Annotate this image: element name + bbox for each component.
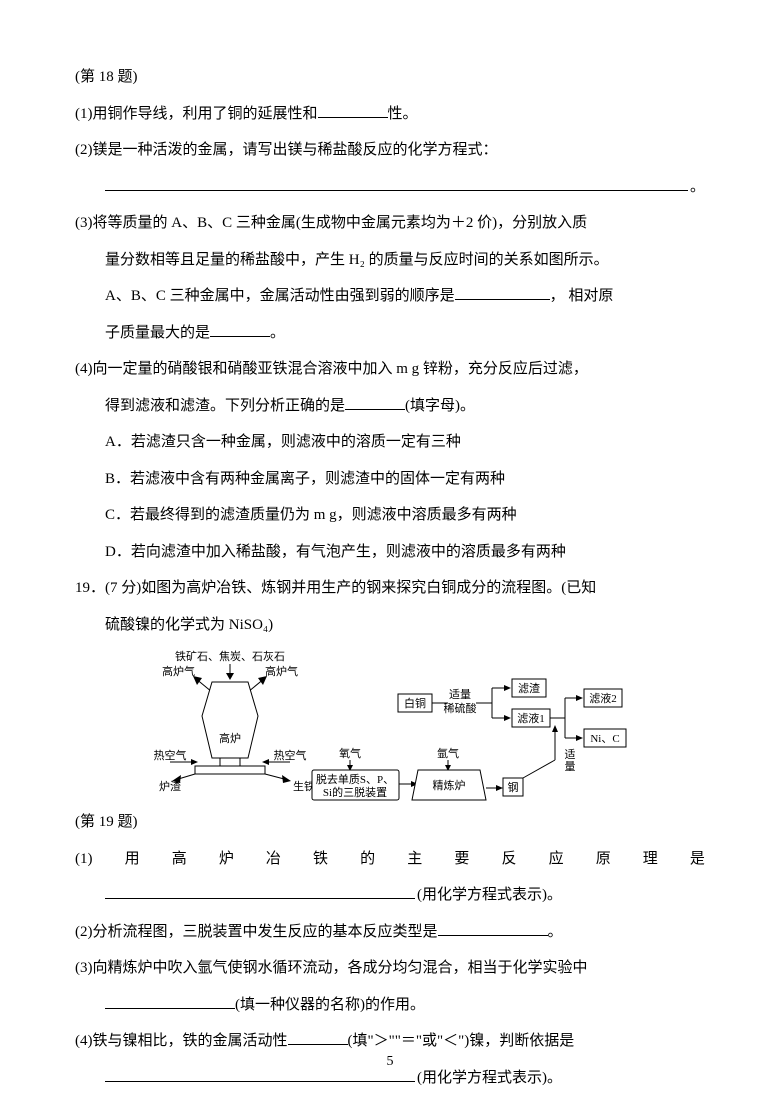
page-number: 5 (0, 1046, 780, 1078)
blank-18-3-1[interactable] (455, 284, 550, 301)
d-hot-l: 热空气 (154, 748, 187, 762)
q18-4a: (4)向一定量的硝酸银和硝酸亚铁混合溶液中加入 m g 锌粉，充分反应后过滤， (75, 352, 705, 387)
blank-18-3-2[interactable] (210, 320, 270, 337)
d-acid: 稀硫酸 (444, 701, 477, 715)
q18-3d-a: 子质量最大的是 (105, 325, 210, 341)
q18-4b-a: 得到滤液和滤渣。下列分析正确的是 (105, 398, 345, 414)
q18-2: (2)镁是一种活泼的金属，请写出镁与稀盐酸反应的化学方程式： (75, 133, 705, 168)
fig19-caption: (第 19 题) (75, 805, 705, 840)
q18-3c-b: ， 相对原 (550, 288, 614, 304)
q18-opt-a: A．若滤渣只含一种金属，则滤液中的溶质一定有三种 (75, 425, 705, 460)
q18-4b: 得到滤液和滤渣。下列分析正确的是 (填字母)。 (75, 389, 705, 424)
d-top: 铁矿石、焦炭、石灰石 (175, 649, 285, 663)
q18-1-text: (1)用铜作导线，利用了铜的延展性和 (75, 106, 318, 122)
d-gas-l: 高炉气 (162, 664, 195, 678)
process-diagram: 铁矿石、焦炭、石灰石 高炉气 高炉气 高炉 热空气 热空气 炉渣 生铁 氧气 脱… (140, 648, 640, 803)
d-filtrate1: 滤液1 (517, 711, 545, 725)
blank-19-3[interactable] (105, 992, 235, 1009)
d-steel: 钢 (508, 781, 519, 794)
d-gas-r: 高炉气 (265, 664, 298, 678)
q18-3d: 子质量最大的是 。 (75, 316, 705, 351)
q18-1: (1)用铜作导线，利用了铜的延展性和 性。 (75, 97, 705, 132)
d-baitong: 白铜 (404, 696, 426, 710)
d-shi2: 适 (565, 748, 576, 761)
d-desulf2: Si的三脱装置 (323, 785, 387, 799)
d-desulf1: 脱去单质S、P、 (316, 772, 394, 786)
q18-1-tail: 性。 (388, 106, 418, 122)
d-argon: 氩气 (437, 746, 459, 760)
blank-19-4-1[interactable] (288, 1029, 348, 1046)
fig18-caption: (第 18 题) (75, 60, 705, 95)
d-hot-r: 热空气 (274, 748, 307, 762)
d-furnace: 高炉 (219, 731, 241, 745)
d-shiliang: 适量 (449, 688, 471, 701)
blank-19-1[interactable] (105, 883, 415, 900)
q19-1: (1)用高炉冶铁的主要反应原理是 (75, 842, 705, 877)
d-oxygen: 氧气 (339, 746, 361, 760)
q18-opt-c: C．若最终得到的滤渣质量仍为 m g，则滤液中溶质最多有两种 (75, 498, 705, 533)
d-slag: 炉渣 (159, 779, 181, 793)
d-refine: 精炼炉 (433, 778, 466, 792)
q18-3b: 量分数相等且足量的稀盐酸中，产生 H₂ 的质量与反应时间的关系如图所示。 (75, 243, 705, 278)
q18-opt-b: B．若滤液中含有两种金属离子，则滤渣中的固体一定有两种 (75, 462, 705, 497)
q19-2-b: 。 (548, 924, 563, 940)
blank-18-1[interactable] (318, 101, 388, 118)
d-filtrate2: 滤液2 (589, 691, 617, 705)
d-residue: 滤渣 (518, 681, 540, 695)
q18-opt-d: D．若向滤渣中加入稀盐酸，有气泡产生，则滤液中的溶质最多有两种 (75, 535, 705, 570)
q19-2: (2)分析流程图，三脱装置中发生反应的基本反应类型是 。 (75, 915, 705, 950)
q19-3b-b: (填一种仪器的名称)的作用。 (235, 997, 425, 1013)
q18-3a: (3)将等质量的 A、B、C 三种金属(生成物中金属元素均为＋2 价)，分别放入… (75, 206, 705, 241)
q19-1-blankrow: (用化学方程式表示)。 (75, 878, 705, 913)
q19-1-tail: (用化学方程式表示)。 (417, 878, 562, 913)
q19-3a: (3)向精炼炉中吹入氩气使钢水循环流动，各成分均匀混合，相当于化学实验中 (75, 951, 705, 986)
q18-2-blankrow: 。 (75, 170, 705, 205)
blank-19-2[interactable] (438, 919, 548, 936)
blank-18-2[interactable] (105, 174, 688, 191)
q19-3b: (填一种仪器的名称)的作用。 (75, 988, 705, 1023)
q18-2-tail: 。 (690, 170, 705, 205)
d-shi2b: 量 (565, 760, 576, 773)
blank-18-4[interactable] (345, 393, 405, 410)
q18-3c: A、B、C 三种金属中，金属活动性由强到弱的顺序是 ， 相对原 (75, 279, 705, 314)
q19-stem-b: 硫酸镍的化学式为 NiSO₄) (75, 608, 705, 643)
q18-4b-b: (填字母)。 (405, 398, 475, 414)
q18-3d-b: 。 (270, 325, 285, 341)
q18-3c-a: A、B、C 三种金属中，金属活动性由强到弱的顺序是 (105, 288, 455, 304)
q19-stem-a: 19．(7 分)如图为高炉冶铁、炼钢并用生产的钢来探究白铜成分的流程图。(已知 (75, 571, 705, 606)
q19-2-a: (2)分析流程图，三脱装置中发生反应的基本反应类型是 (75, 924, 438, 940)
d-nic: Ni、C (590, 733, 619, 745)
